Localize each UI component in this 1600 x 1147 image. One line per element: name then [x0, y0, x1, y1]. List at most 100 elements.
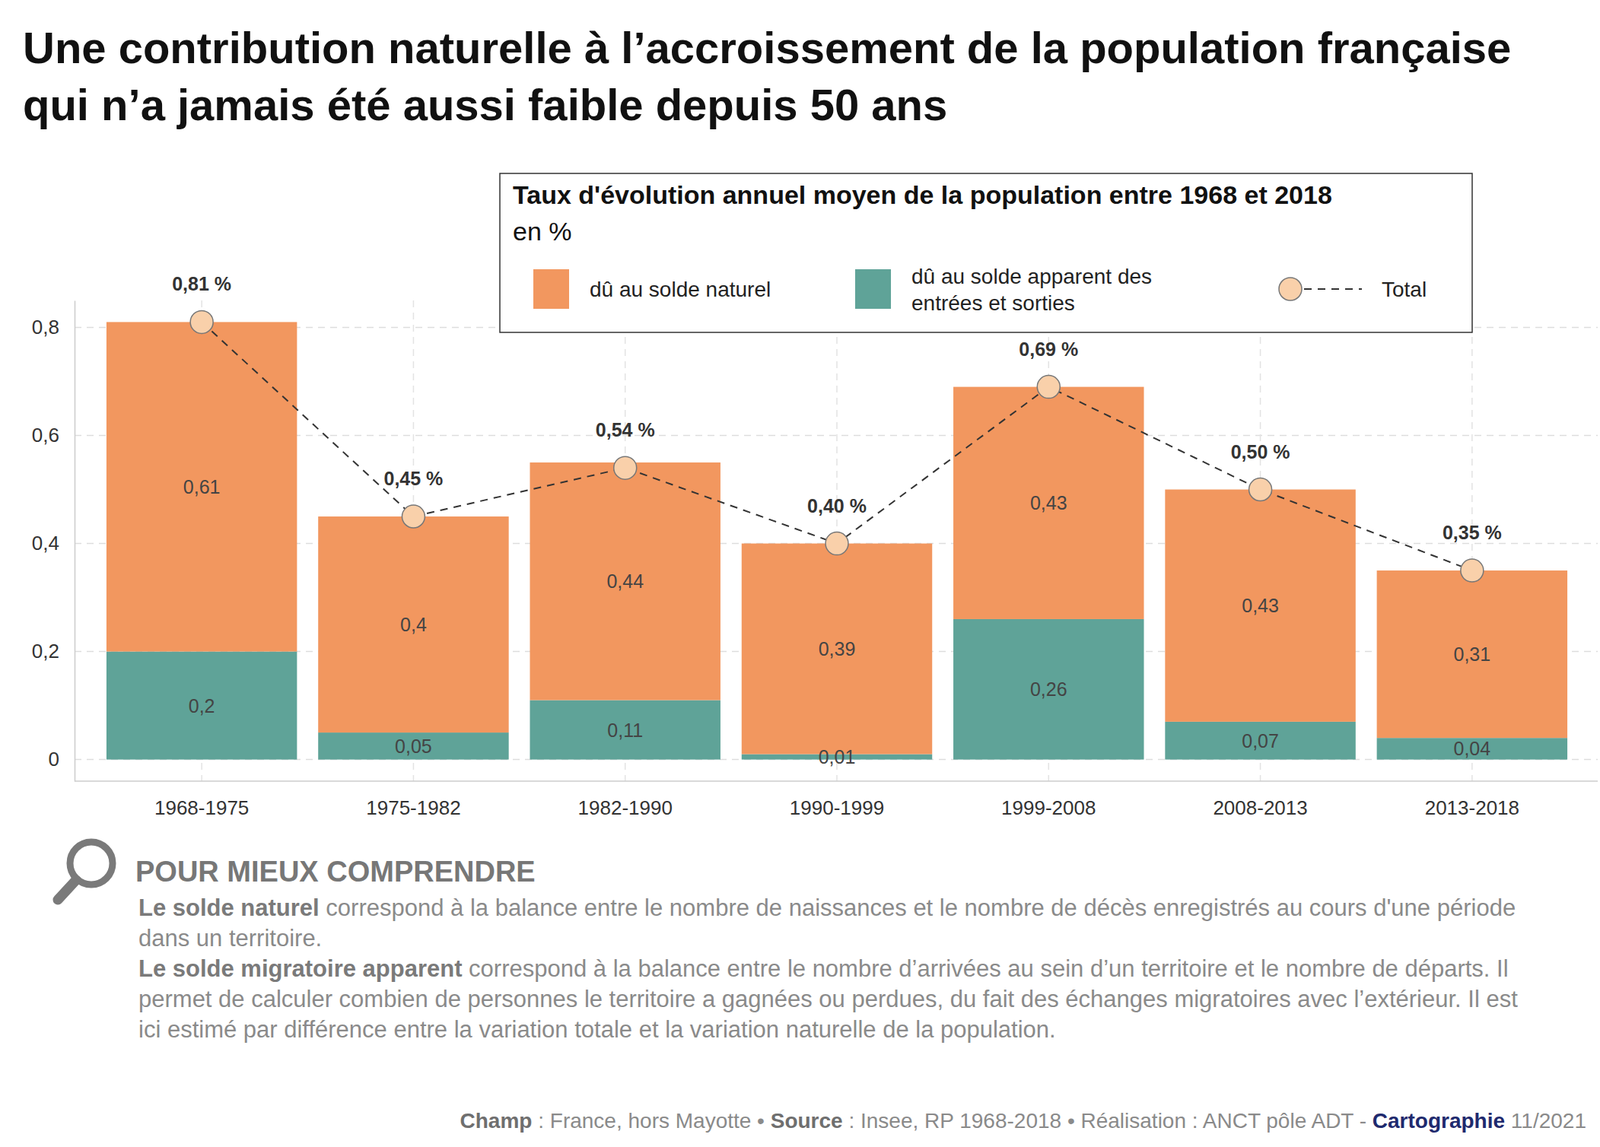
- total-line: [201, 321, 1473, 571]
- footer-text: 11/2021: [1504, 1109, 1587, 1133]
- footer-label: Champ: [460, 1109, 533, 1133]
- legend-label-part: dû au solde naturel: [589, 277, 771, 302]
- x-tick: 2013-2018: [1425, 781, 1520, 820]
- bar-label: 0,05: [394, 735, 433, 758]
- total-label: 0,50 %: [1231, 441, 1291, 463]
- legend-box: [499, 173, 1473, 333]
- bar-label: 0,43: [1241, 594, 1279, 617]
- bar-segment: [1377, 737, 1568, 760]
- bar-label: 0,11: [607, 719, 643, 742]
- total-marker: [613, 456, 637, 480]
- notes-paragraph: ici estimé par différence entre la varia…: [138, 1016, 1057, 1044]
- x-tick: 1968-1975: [154, 781, 249, 820]
- legend-label: dû au solde naturel: [589, 277, 771, 302]
- legend-label-part: dû au solde apparent des: [911, 264, 1152, 289]
- bar-segment: [953, 387, 1144, 620]
- legend-label-part: entrées et sorties: [911, 291, 1076, 315]
- x-tick: 1982-1990: [578, 781, 673, 820]
- x-tick-label: 1999-2008: [1001, 796, 1096, 820]
- notes-paragraph: Le solde migratoire apparent correspond …: [138, 955, 1509, 983]
- x-tick-label: 2013-2018: [1425, 796, 1520, 820]
- y-tick: 0,4: [31, 531, 75, 555]
- x-axis-line: [74, 780, 1598, 783]
- bar-label: 0,01: [818, 746, 856, 768]
- bar-label: 0,43: [1030, 492, 1068, 514]
- legend-label: Total: [1381, 277, 1427, 302]
- total-label: 0,69 %: [1018, 338, 1079, 360]
- marks: [106, 310, 1568, 760]
- grid-line-y: [74, 435, 1598, 437]
- legend-subtitle: en %: [512, 216, 573, 246]
- notes-paragraph-part: Le solde naturel: [138, 894, 320, 922]
- magnifier-handle: [57, 880, 77, 901]
- notes-paragraph: Le solde naturel correspond à la balance…: [138, 894, 1516, 922]
- bar-segment: [953, 619, 1144, 761]
- bar-segment: [318, 732, 509, 761]
- footer-label: Cartographie: [1372, 1109, 1505, 1133]
- total-label: 0,40 %: [807, 495, 867, 517]
- total-marker: [1460, 559, 1484, 583]
- title: Une contribution naturelle à l’accroisse…: [22, 22, 1511, 73]
- x-tick: 1999-2008: [1001, 781, 1096, 820]
- legend-title: Taux d'évolution annuel moyen de la popu…: [512, 180, 1333, 210]
- notes-paragraph: dans un territoire.: [138, 925, 322, 952]
- bar-segment: [529, 699, 720, 760]
- bar-label: 0,44: [606, 570, 644, 592]
- legend-marker: [1278, 277, 1302, 301]
- x-tick-label: 1975-1982: [365, 796, 461, 820]
- data-labels: 0,2 0,05 0,11 0,01 0,26 0,07 0,04 0,61 0,4 0,44 0,…: [171, 273, 1502, 768]
- bar-segment: [106, 321, 297, 652]
- total-label: 0,45 %: [384, 467, 444, 490]
- y-axis: 0 0,2 0,4 0,6 0,8: [31, 301, 76, 783]
- y-tick-label: 0,8: [31, 315, 60, 339]
- notes-paragraph-part: correspond à la balance entre le nombre …: [462, 955, 1509, 983]
- notes: POUR MIEUX COMPRENDRE Le solde naturel co…: [57, 842, 1518, 1044]
- bar-label: 0,2: [188, 695, 216, 717]
- title-part: Une contribution naturelle à l’accroisse…: [22, 22, 1511, 73]
- footer-label: Source: [770, 1109, 843, 1133]
- notes-paragraph-part: permet de calculer combien de personnes …: [138, 986, 1518, 1013]
- total-label: 0,81 %: [171, 273, 232, 295]
- x-tick-label: 1968-1975: [154, 796, 249, 820]
- footer: Champ : France, hors Mayotte • Source : …: [460, 1109, 1587, 1133]
- bar-segment: [318, 516, 509, 733]
- bar-label: 0,07: [1241, 730, 1279, 752]
- notes-heading: POUR MIEUX COMPRENDRE: [135, 855, 536, 888]
- y-tick: 0: [48, 747, 75, 771]
- bar-segment: [1164, 489, 1356, 723]
- total-marker: [825, 532, 849, 556]
- total-marker: [1036, 375, 1060, 399]
- legend: Taux d'évolution annuel moyen de la popu…: [499, 173, 1473, 333]
- grid: [74, 300, 1598, 782]
- x-tick: 1975-1982: [365, 781, 461, 820]
- legend-label: dû au solde apparent des: [911, 264, 1152, 289]
- bar-label: 0,4: [400, 613, 427, 636]
- title: qui n’a jamais été aussi faible depuis 5…: [22, 79, 948, 130]
- legend-label: entrées et sorties: [911, 291, 1076, 315]
- legend-swatch: [855, 269, 891, 309]
- bar-segment: [741, 543, 933, 755]
- footer-text: : France, hors Mayotte •: [531, 1109, 770, 1133]
- bar-label: 0,39: [818, 638, 856, 660]
- total-label: 0,54 %: [595, 419, 656, 441]
- y-tick-label: 0,6: [31, 423, 60, 447]
- y-tick: 0,2: [31, 639, 75, 663]
- bar-label: 0,26: [1030, 678, 1068, 700]
- y-axis-line: [74, 301, 77, 783]
- y-tick: 0,6: [31, 423, 75, 447]
- x-tick-label: 2008-2013: [1212, 796, 1308, 820]
- magnifier-icon: [57, 842, 113, 901]
- y-tick-label: 0: [48, 747, 60, 771]
- legend-label-part: Total: [1381, 277, 1427, 302]
- x-tick: 2008-2013: [1212, 781, 1308, 820]
- notes-paragraph: permet de calculer combien de personnes …: [138, 986, 1518, 1013]
- y-tick-label: 0,2: [31, 639, 60, 663]
- total-marker: [401, 505, 425, 529]
- total-label: 0,35 %: [1442, 521, 1502, 544]
- notes-paragraph-part: correspond à la balance entre le nombre …: [319, 894, 1516, 922]
- bar-segment: [1164, 722, 1356, 761]
- bar-label: 0,04: [1453, 737, 1492, 760]
- bar-segment: [1377, 570, 1568, 738]
- total-marker: [190, 310, 214, 334]
- bar-label: 0,61: [183, 476, 221, 498]
